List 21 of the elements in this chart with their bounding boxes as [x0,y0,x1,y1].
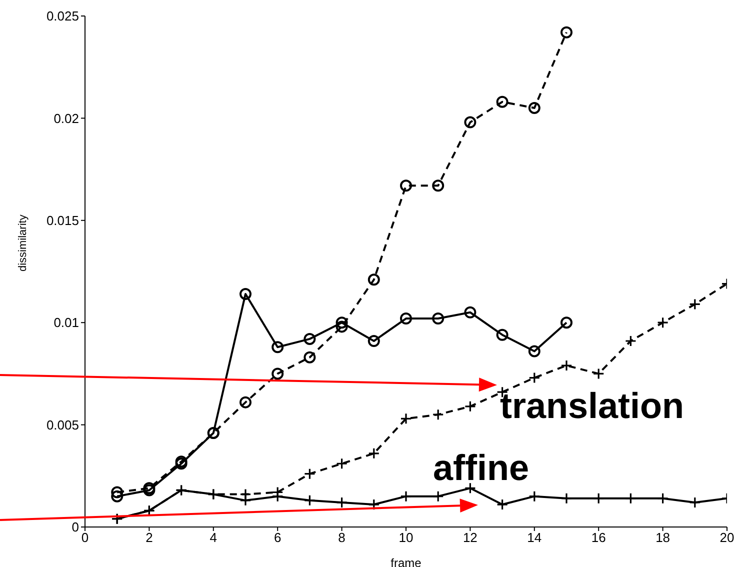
x-tick-label: 20 [720,530,734,546]
y-tick-label: 0 [72,520,79,535]
x-tick-label: 12 [462,530,478,546]
y-tick-label: 0.005 [46,417,79,432]
x-tick-label: 0 [81,530,89,546]
x-tick-label: 16 [591,530,606,546]
x-tick-label: 6 [274,530,282,546]
x-tick-label: 14 [527,530,542,546]
y-axis-title: dissimilarity [16,214,29,272]
annotation: translation [500,385,684,426]
y-tick-label: 0.015 [46,213,79,228]
x-tick-label: 18 [656,530,670,546]
y-tick-label: 0.025 [46,8,79,24]
x-axis-title: frame [390,556,422,567]
x-tick-label: 2 [146,530,153,546]
y-tick-label: 0.01 [54,315,79,330]
x-tick-label: 10 [398,530,414,546]
y-tick-label: 0.02 [54,110,79,126]
annotation: affine [433,447,530,488]
x-tick-label: 4 [210,530,218,546]
x-tick-label: 8 [338,530,346,546]
